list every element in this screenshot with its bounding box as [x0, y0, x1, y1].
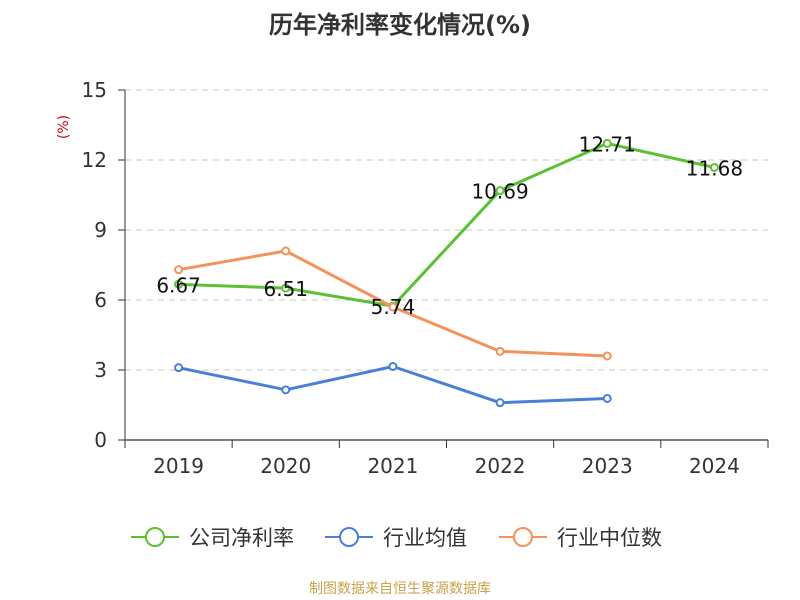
legend: 公司净利率 行业均值 行业中位数 — [131, 526, 662, 550]
data-label: 6.67 — [156, 273, 201, 297]
legend-label: 行业均值 — [383, 526, 467, 550]
y-tick-label: 9 — [94, 218, 107, 242]
y-axis-label: (%) — [56, 115, 72, 139]
data-point — [495, 346, 505, 356]
x-tick-label: 2023 — [582, 454, 633, 478]
x-axis: 2019 2020 2021 2022 2023 2024 — [124, 439, 769, 478]
data-point — [709, 162, 719, 172]
data-labels: 6.67 6.51 5.74 10.69 12.71 11.68 — [156, 132, 743, 319]
data-point — [174, 265, 184, 275]
legend-item: 行业均值 — [325, 526, 467, 550]
data-point — [281, 246, 291, 256]
data-point — [602, 351, 612, 361]
data-label: 12.71 — [579, 132, 636, 156]
y-tick-label: 3 — [94, 358, 107, 382]
legend-swatch-marker — [339, 527, 359, 547]
legend-label: 公司净利率 — [189, 526, 294, 550]
data-point — [174, 363, 184, 373]
data-label: 10.69 — [471, 180, 528, 204]
data-point — [495, 186, 505, 196]
legend-item: 公司净利率 — [131, 526, 294, 550]
legend-label: 行业中位数 — [557, 526, 662, 550]
legend-item: 行业中位数 — [499, 526, 662, 550]
data-point — [174, 279, 184, 289]
data-label: 6.51 — [263, 277, 308, 301]
data-label: 11.68 — [686, 156, 743, 180]
series-line — [178, 365, 608, 405]
grid-lines — [125, 89, 768, 371]
legend-swatch-marker — [145, 527, 165, 547]
data-label: 5.74 — [371, 295, 416, 319]
x-tick-label: 2024 — [689, 454, 740, 478]
legend-swatch-marker — [513, 527, 533, 547]
chart-title: 历年净利率变化情况(%) — [269, 11, 531, 39]
x-tick-label: 2020 — [260, 454, 311, 478]
x-tick-label: 2019 — [153, 454, 204, 478]
y-tick-label: 6 — [94, 288, 107, 312]
data-point — [281, 283, 291, 293]
data-point — [388, 302, 398, 312]
y-tick-label: 12 — [82, 148, 107, 172]
data-point — [602, 138, 612, 148]
data-point — [602, 393, 612, 403]
data-point — [495, 398, 505, 408]
data-source-note: 制图数据来自恒生聚源数据库 — [309, 581, 491, 597]
series-line — [178, 141, 715, 308]
x-tick-label: 2022 — [475, 454, 526, 478]
data-point — [388, 362, 398, 371]
series-lines — [174, 138, 719, 408]
x-tick-label: 2021 — [367, 454, 418, 478]
y-tick-label: 0 — [94, 428, 107, 452]
y-tick-label: 15 — [82, 78, 107, 102]
y-axis: 0 3 6 9 12 15 — [82, 78, 126, 452]
data-point — [281, 385, 291, 395]
